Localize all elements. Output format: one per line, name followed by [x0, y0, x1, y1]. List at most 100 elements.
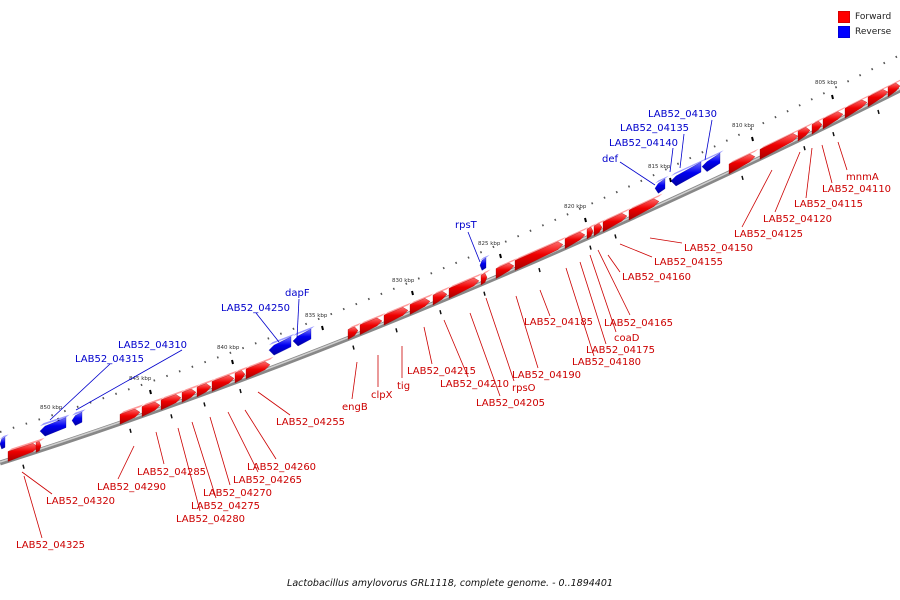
- gene-label-lab52-04255[interactable]: LAB52_04255: [276, 417, 345, 428]
- forward-swatch: [838, 10, 850, 23]
- forward-gene[interactable]: [119, 408, 141, 425]
- gene-label-lab52-04175[interactable]: LAB52_04175: [586, 345, 655, 356]
- reverse-gene[interactable]: [268, 336, 292, 356]
- reverse-gene[interactable]: [292, 328, 312, 347]
- gene-label-lab52-04210[interactable]: LAB52_04210: [440, 379, 509, 390]
- leader-lab52-04210: [443, 319, 469, 378]
- forward-gene[interactable]: [347, 326, 359, 340]
- reverse-gene[interactable]: [479, 257, 487, 271]
- gene-label-lab52-04275[interactable]: LAB52_04275: [191, 501, 260, 512]
- forward-gene[interactable]: [35, 441, 42, 453]
- forward-gene[interactable]: [495, 262, 515, 279]
- cds-tick: [877, 109, 880, 115]
- gene-label-lab52-04110[interactable]: LAB52_04110: [822, 184, 891, 195]
- reverse-gene[interactable]: [701, 152, 721, 172]
- forward-gene[interactable]: [234, 370, 246, 384]
- forward-gene[interactable]: [448, 277, 480, 299]
- forward-gene[interactable]: [844, 99, 868, 119]
- forward-gene[interactable]: [181, 388, 197, 403]
- tick-mark: [499, 253, 502, 259]
- gene-label-rpst[interactable]: rpsT: [455, 220, 478, 231]
- gene-label-lab52-04165[interactable]: LAB52_04165: [604, 318, 673, 329]
- leader-lab52-04310: [75, 349, 183, 411]
- forward-gene-top: [246, 356, 274, 369]
- gene-label-lab52-04250[interactable]: LAB52_04250: [221, 303, 290, 314]
- forward-gene[interactable]: [867, 89, 889, 108]
- forward-gene[interactable]: [887, 82, 900, 98]
- gene-label-lab52-04115[interactable]: LAB52_04115: [794, 199, 863, 210]
- gene-label-lab52-04130[interactable]: LAB52_04130: [648, 109, 717, 120]
- gene-label-lab52-04215[interactable]: LAB52_04215: [407, 366, 476, 377]
- forward-gene[interactable]: [822, 111, 844, 130]
- gene-label-lab52-04265[interactable]: LAB52_04265: [233, 475, 302, 486]
- gene-label-mnma[interactable]: mnmA: [846, 172, 879, 183]
- forward-gene-top: [798, 122, 814, 132]
- reverse-gene[interactable]: [71, 411, 83, 426]
- forward-gene[interactable]: [383, 307, 409, 326]
- forward-gene[interactable]: [564, 231, 586, 249]
- leader-lab52-04250: [255, 312, 280, 343]
- forward-gene[interactable]: [409, 298, 431, 315]
- gene-label-lab52-04325[interactable]: LAB52_04325: [16, 540, 85, 551]
- tick-mark: [751, 136, 754, 142]
- forward-gene[interactable]: [759, 133, 799, 160]
- forward-gene[interactable]: [480, 273, 488, 286]
- forward-gene[interactable]: [602, 213, 628, 233]
- gene-label-lab52-04125[interactable]: LAB52_04125: [734, 229, 803, 240]
- cds-tick: [129, 428, 132, 433]
- gene-label-dapf[interactable]: dapF: [285, 288, 310, 299]
- gene-label-lab52-04185[interactable]: LAB52_04185: [524, 317, 593, 328]
- tick-label-815-kbp: 815 kbp: [648, 164, 671, 170]
- forward-gene[interactable]: [196, 383, 212, 398]
- gene-label-rpso[interactable]: rpsO: [512, 383, 536, 394]
- gene-label-lab52-04190[interactable]: LAB52_04190: [512, 370, 581, 381]
- forward-gene[interactable]: [141, 401, 161, 417]
- gene-label-lab52-04290[interactable]: LAB52_04290: [97, 482, 166, 493]
- forward-gene[interactable]: [211, 375, 235, 392]
- reverse-gene-top: [671, 159, 705, 176]
- forward-gene[interactable]: [7, 443, 39, 462]
- gene-label-tig[interactable]: tig: [397, 381, 410, 392]
- gene-label-lab52-04180[interactable]: LAB52_04180: [572, 357, 641, 368]
- forward-gene[interactable]: [728, 153, 756, 175]
- gene-label-lab52-04260[interactable]: LAB52_04260: [247, 462, 316, 473]
- gene-label-coad[interactable]: coaD: [614, 333, 640, 344]
- gene-label-lab52-04150[interactable]: LAB52_04150: [684, 243, 753, 254]
- forward-gene[interactable]: [359, 317, 383, 336]
- gene-label-def[interactable]: def: [602, 154, 619, 165]
- forward-gene[interactable]: [432, 291, 448, 306]
- forward-gene[interactable]: [586, 226, 594, 240]
- cds-tick: [239, 388, 242, 394]
- forward-gene[interactable]: [593, 223, 603, 237]
- gene-label-lab52-04160[interactable]: LAB52_04160: [622, 272, 691, 283]
- forward-gene-top: [142, 397, 164, 407]
- tick-label-835-kbp: 835 kbp: [305, 313, 328, 319]
- forward-gene[interactable]: [245, 361, 271, 380]
- gene-label-lab52-04155[interactable]: LAB52_04155: [654, 257, 723, 268]
- gene-label-engb[interactable]: engB: [342, 402, 368, 413]
- reverse-gene[interactable]: [0, 437, 6, 450]
- gene-label-lab52-04285[interactable]: LAB52_04285: [137, 467, 206, 478]
- forward-gene-top: [348, 322, 362, 330]
- gene-label-lab52-04280[interactable]: LAB52_04280: [176, 514, 245, 525]
- reverse-gene[interactable]: [670, 161, 702, 187]
- gene-label-lab52-04205[interactable]: LAB52_04205: [476, 398, 545, 409]
- reverse-gene[interactable]: [654, 178, 666, 194]
- gene-label-lab52-04310[interactable]: LAB52_04310: [118, 340, 187, 351]
- reverse-gene-top: [293, 326, 315, 337]
- forward-gene[interactable]: [628, 198, 660, 221]
- gene-label-lab52-04140[interactable]: LAB52_04140: [609, 138, 678, 149]
- gene-label-lab52-04270[interactable]: LAB52_04270: [203, 488, 272, 499]
- gene-label-lab52-04120[interactable]: LAB52_04120: [763, 214, 832, 225]
- forward-gene[interactable]: [514, 241, 564, 271]
- leader-lab52-04320: [21, 471, 53, 495]
- gene-label-clpx[interactable]: clpX: [371, 390, 393, 401]
- reverse-gene[interactable]: [39, 417, 67, 437]
- gene-label-lab52-04135[interactable]: LAB52_04135: [620, 123, 689, 134]
- forward-gene[interactable]: [797, 127, 811, 142]
- gene-label-lab52-04315[interactable]: LAB52_04315: [75, 354, 144, 365]
- forward-gene[interactable]: [811, 120, 823, 135]
- forward-gene[interactable]: [160, 394, 182, 411]
- gene-label-lab52-04320[interactable]: LAB52_04320: [46, 496, 115, 507]
